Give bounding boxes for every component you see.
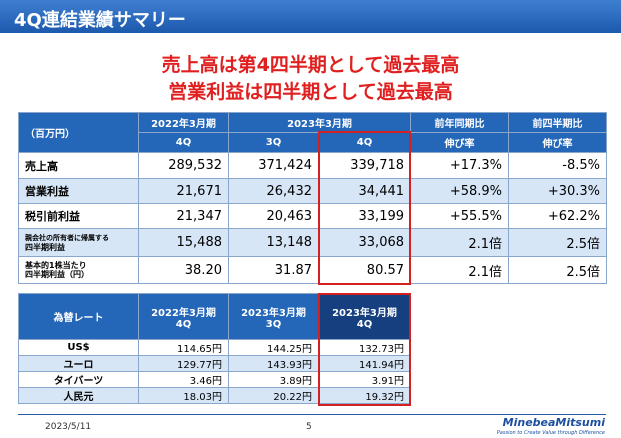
cell: 2.5倍	[508, 256, 608, 284]
headline: 営業利益は四半期として過去最高	[168, 81, 453, 103]
col-head: 前四半期比	[508, 112, 608, 133]
head-line: 4Q	[175, 318, 192, 330]
col-head: 2023年3月期	[227, 112, 412, 133]
col-head: 2022年3月期	[138, 112, 229, 133]
cell: 129.77円	[138, 355, 229, 372]
row-head: 為替レート	[18, 293, 139, 340]
col-head: 4Q	[317, 132, 412, 153]
row-label: 親会社の所有者に帰属する 四半期利益	[18, 228, 139, 257]
col-head: 2022年3月期 4Q	[138, 293, 229, 340]
label-line: 基本的1株当たり	[25, 261, 87, 270]
row: 営業利益 21,671 26,432 34,441 +58.9% +30.3%	[18, 178, 608, 204]
row-label: US$	[18, 339, 139, 356]
cell: -8.5%	[508, 152, 608, 179]
cell: 3.46円	[138, 371, 229, 388]
cell: +17.3%	[410, 152, 510, 179]
head-line: 3Q	[265, 318, 282, 330]
row-label: ユーロ	[18, 355, 139, 372]
tagline: Passion to Create Value through Differen…	[496, 430, 605, 436]
cell: 34,441	[317, 178, 412, 204]
row: ユーロ 129.77円 143.93円 141.94円	[18, 355, 411, 372]
title-bar: 4Q連結業績サマリー	[0, 0, 621, 33]
cell: 18.03円	[138, 387, 229, 404]
slide-title: 4Q連結業績サマリー	[14, 10, 186, 31]
label-line: 税引前利益	[25, 210, 80, 223]
cell: 2.1倍	[410, 228, 510, 257]
cell: 339,718	[317, 152, 412, 179]
row-label: 売上高	[18, 152, 139, 179]
cell: 143.93円	[228, 355, 319, 372]
cell: 2.5倍	[508, 228, 608, 257]
cell: 144.25円	[228, 339, 319, 356]
date: 2023/5/11	[45, 422, 92, 432]
cell: 20,463	[228, 203, 319, 229]
results-table: （百万円） 2022年3月期 2023年3月期 前年同期比 前四半期比 4Q 3…	[18, 112, 608, 284]
logo: MinebeaMitsumi	[502, 416, 605, 429]
page-number: 5	[306, 422, 312, 432]
footer-line	[18, 414, 606, 415]
row: タイバーツ 3.46円 3.89円 3.91円	[18, 371, 411, 388]
row-label: 営業利益	[18, 178, 139, 204]
row: 人民元 18.03円 20.22円 19.32円	[18, 387, 411, 404]
cell: 15,488	[138, 228, 229, 257]
head-line: 2023年3月期	[332, 307, 397, 319]
cell: 80.57	[317, 256, 412, 284]
col-head: 3Q	[228, 132, 319, 153]
head-line: 4Q	[356, 318, 373, 330]
label-line: 四半期利益	[25, 242, 65, 252]
cell: 21,671	[138, 178, 229, 204]
cell: 20.22円	[228, 387, 319, 404]
headline: 売上高は第4四半期として過去最高	[161, 54, 460, 76]
row-label: タイバーツ	[18, 371, 139, 388]
col-head: 前年同期比	[410, 112, 510, 133]
row-label: 税引前利益	[18, 203, 139, 229]
head-line: 2023年3月期	[241, 307, 306, 319]
highlight-box	[318, 293, 411, 406]
cell: 26,432	[228, 178, 319, 204]
cell: +62.2%	[508, 203, 608, 229]
highlight-box	[318, 131, 411, 285]
col-head: 伸び率	[508, 132, 608, 153]
cell: 38.20	[138, 256, 229, 284]
cell: 19.32円	[318, 387, 411, 404]
row-label: 人民元	[18, 387, 139, 404]
cell: 13,148	[228, 228, 319, 257]
label-line: 四半期利益（円）	[25, 270, 89, 279]
cell: +58.9%	[410, 178, 510, 204]
cell: 31.87	[228, 256, 319, 284]
col-head: 伸び率	[410, 132, 510, 153]
row: 親会社の所有者に帰属する 四半期利益 15,488 13,148 33,068 2.1倍 2…	[18, 228, 608, 257]
cell: +30.3%	[508, 178, 608, 204]
label-line: 売上高	[25, 159, 58, 173]
row: 基本的1株当たり 四半期利益（円） 38.20 31.87 80.57 2.1倍 2.5倍	[18, 256, 608, 284]
cell: 3.89円	[228, 371, 319, 388]
cell: +55.5%	[410, 203, 510, 229]
cell: 33,068	[317, 228, 412, 257]
fx-table: 為替レート 2022年3月期 4Q 2023年3月期 3Q 2023年3月期 4Q US$ 1…	[18, 293, 411, 404]
head-line: 2022年3月期	[151, 307, 216, 319]
cell: 21,347	[138, 203, 229, 229]
label-line: 営業利益	[25, 185, 69, 198]
cell: 33,199	[317, 203, 412, 229]
cell: 289,532	[138, 152, 229, 179]
row: 売上高 289,532 371,424 339,718 +17.3% -8.5%	[18, 152, 608, 179]
cell: 2.1倍	[410, 256, 510, 284]
cell: 114.65円	[138, 339, 229, 356]
col-head: 4Q	[138, 132, 229, 153]
label-line: 親会社の所有者に帰属する	[25, 233, 109, 242]
cell: 371,424	[228, 152, 319, 179]
row-label: 基本的1株当たり 四半期利益（円）	[18, 256, 139, 284]
unit: （百万円）	[18, 112, 139, 153]
row: 税引前利益 21,347 20,463 33,199 +55.5% +62.2%	[18, 203, 608, 229]
col-head: 2023年3月期 4Q	[318, 293, 411, 340]
col-head: 2023年3月期 3Q	[228, 293, 319, 340]
